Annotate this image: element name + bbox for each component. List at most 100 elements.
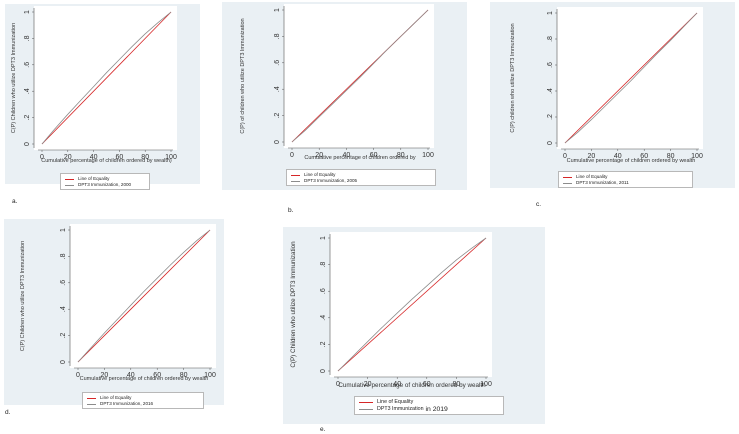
- equality-swatch: [291, 174, 300, 176]
- y-tick-label: .6: [60, 280, 67, 286]
- x-tick-label: 40: [127, 372, 135, 379]
- chart-d-svg: 0 .2 .4 .6 .8 1 0 20 40 60 80 100 C(P) Children who …: [20, 224, 216, 382]
- x-tick-label: 60: [153, 372, 161, 379]
- chart-a-legend: Line of Equality DPT3 Immunization, 2000: [60, 173, 150, 190]
- y-tick-label: 1: [547, 11, 554, 15]
- legend-label-series: DPT3 Immunization, 2011: [576, 180, 629, 185]
- y-tick-label: .8: [547, 36, 554, 42]
- series-swatch: [65, 184, 74, 186]
- x-tick-label: 20: [315, 152, 323, 159]
- chart-d-legend: Line of Equality DPT3 Immunization, 2016: [82, 392, 204, 409]
- x-tick-label: 40: [343, 152, 351, 159]
- y-tick-label: .4: [274, 86, 281, 92]
- x-tick-label: 80: [397, 152, 405, 159]
- legend-row-series: DPT3 Immunization, 2005: [291, 178, 431, 184]
- concentration-curve: [564, 12, 698, 144]
- x-tick-label: 80: [180, 372, 188, 379]
- legend-row-series: DPT3 Immunization, 2016: [87, 401, 199, 407]
- x-tick-label: 20: [588, 153, 596, 160]
- chart-panel-c: 0 .2 .4 .6 .8 1 0 20 40 60 80 100 C(P) children who …: [490, 2, 735, 188]
- legend-row-equality: Line of Equality: [359, 399, 499, 406]
- panel-letter-d: d.: [5, 409, 11, 416]
- x-tick-label: 80: [453, 381, 461, 388]
- legend-label-equality: Line of Equality: [304, 172, 336, 177]
- legend-label-series: DPT3 Immunization, 2005: [304, 178, 358, 183]
- series-swatch: [291, 180, 300, 182]
- x-tick-label: 60: [423, 381, 431, 388]
- chart-panel-b: 0 .2 .4 .6 .8 1 0 20 40 60 80 100 C(P) of children w…: [222, 2, 467, 190]
- legend-row-equality: Line of Equality: [65, 176, 145, 182]
- legend-label-equality: Line of Equality: [576, 174, 608, 179]
- x-tick-label: 0: [336, 381, 340, 388]
- y-tick-label: .2: [274, 113, 281, 119]
- y-tick-label: 0: [24, 142, 31, 146]
- series-swatch: [359, 409, 373, 410]
- y-tick-label: .6: [547, 62, 554, 68]
- x-tick-label: 100: [480, 381, 492, 388]
- chart-a-svg: 0 .2 .4 .6 .8 1 0 20 40 60 80 100 C(P) Children who …: [11, 6, 177, 164]
- legend-row-series: DPT3 Immunization, 2011: [563, 180, 688, 186]
- y-tick-label: .2: [320, 341, 327, 347]
- legend-label-equality: Line of Equality: [100, 395, 132, 400]
- y-tick-label: 1: [320, 236, 327, 240]
- y-axis-label: C(P) Children who utilize DPT3 Immunizat…: [20, 241, 26, 351]
- y-tick-label: .8: [24, 35, 31, 41]
- legend-label-equality: Line of Equality: [377, 399, 414, 405]
- x-axis-label: Cumulative percentage of children ordere…: [41, 158, 172, 164]
- x-tick-label: 60: [116, 154, 124, 161]
- y-axis-label: C(P) of children who utilize DPT3 Immuni…: [240, 18, 246, 133]
- concentration-curve: [77, 229, 211, 363]
- y-tick-label: 0: [320, 369, 327, 373]
- x-tick-label: 40: [393, 381, 401, 388]
- y-tick-label: .8: [320, 262, 327, 268]
- y-tick-label: 1: [24, 10, 31, 14]
- equality-swatch: [359, 402, 373, 403]
- y-tick-label: 0: [274, 140, 281, 144]
- x-tick-label: 20: [364, 381, 372, 388]
- y-axis-label: C(P) children who utilize DPT3 Immunizat…: [510, 23, 516, 132]
- line-of-equality: [77, 229, 211, 363]
- y-tick-label: .4: [60, 306, 67, 312]
- y-axis-label: C(P) Children who utilize DPT3 Immunizat…: [290, 241, 297, 368]
- equality-swatch: [87, 397, 96, 399]
- legend-row-series: DPT3 Immunization in 2019: [359, 406, 499, 413]
- chart-panel-d: 0 .2 .4 .6 .8 1 0 20 40 60 80 100 C(P) Children who …: [4, 219, 224, 409]
- line-of-equality: [41, 11, 172, 145]
- line-of-equality: [337, 237, 487, 372]
- y-tick-label: .6: [24, 62, 31, 68]
- y-tick-label: .4: [547, 88, 554, 94]
- concentration-curve: [291, 9, 429, 143]
- x-tick-label: 80: [141, 154, 149, 161]
- x-tick-label: 20: [101, 372, 109, 379]
- chart-e-svg: 0 .2 .4 .6 .8 1 0 20 40 60 80 100 C(P) Children who …: [290, 232, 492, 389]
- panel-letter-b: b.: [288, 207, 294, 214]
- legend-label-series: DPT3 Immunization: [377, 406, 424, 412]
- y-tick-label: .8: [60, 253, 67, 259]
- chart-panel-a: 0 .2 .4 .6 .8 1 0 20 40 60 80 100 C(P) Children who …: [5, 4, 200, 190]
- legend-label-series: DPT3 Immunization, 2016: [100, 401, 154, 406]
- chart-b-legend: Line of Equality DPT3 Immunization, 2005: [286, 169, 436, 186]
- series-swatch: [563, 182, 572, 184]
- x-axis-label: Cumulative percentage of children ordere…: [567, 158, 696, 164]
- legend-label-series: DPT3 Immunization, 2000: [78, 182, 132, 187]
- panel-letter-c: c.: [536, 201, 542, 208]
- x-tick-label: 0: [76, 372, 80, 379]
- chart-e-legend: Line of Equality DPT3 Immunization in 201…: [354, 396, 504, 415]
- x-tick-label: 80: [667, 153, 675, 160]
- x-tick-label: 100: [691, 153, 703, 160]
- x-tick-label: 0: [563, 153, 567, 160]
- x-tick-label: 0: [290, 152, 294, 159]
- x-tick-label: 60: [370, 152, 378, 159]
- panel-letter-a: a.: [12, 198, 18, 205]
- chart-b-svg: 0 .2 .4 .6 .8 1 0 20 40 60 80 100 C(P) of children w…: [240, 4, 434, 161]
- legend-row-equality: Line of Equality: [291, 172, 431, 178]
- legend-row-series: DPT3 Immunization, 2000: [65, 182, 145, 188]
- y-tick-label: .6: [320, 288, 327, 294]
- y-tick-label: .2: [60, 333, 67, 339]
- x-tick-label: 0: [40, 154, 44, 161]
- x-axis-label: Cumulative percentage of children ordere…: [338, 382, 486, 389]
- chart-c-legend: Line of Equality DPT3 Immunization, 2011: [558, 171, 693, 188]
- y-tick-label: .4: [24, 88, 31, 94]
- y-tick-label: .6: [274, 60, 281, 66]
- equality-swatch: [563, 176, 572, 178]
